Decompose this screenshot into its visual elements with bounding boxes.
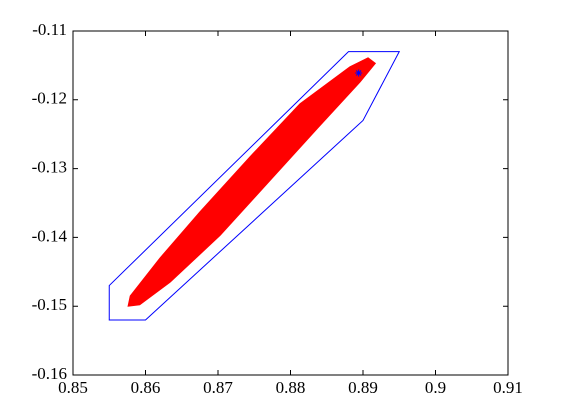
confidence-region [127, 57, 377, 307]
y-tick-label: -0.14 [32, 226, 68, 245]
y-tick-label: -0.11 [32, 20, 67, 39]
x-tick-label: 0.87 [203, 378, 233, 397]
x-tick-label: 0.91 [493, 378, 523, 397]
y-tick-label: -0.15 [32, 295, 67, 314]
y-tick-label: -0.16 [32, 364, 67, 383]
bounding-polygon [108, 51, 401, 321]
y-tick-label: -0.12 [32, 89, 67, 108]
x-tick-label: 0.88 [276, 378, 306, 397]
x-tick-label: 0.89 [348, 378, 378, 397]
star-marker [355, 69, 363, 77]
x-tick-label: 0.9 [425, 378, 446, 397]
y-tick-label: -0.13 [32, 158, 67, 177]
x-tick-label: 0.86 [131, 378, 161, 397]
x-tick-label: 0.85 [58, 378, 88, 397]
